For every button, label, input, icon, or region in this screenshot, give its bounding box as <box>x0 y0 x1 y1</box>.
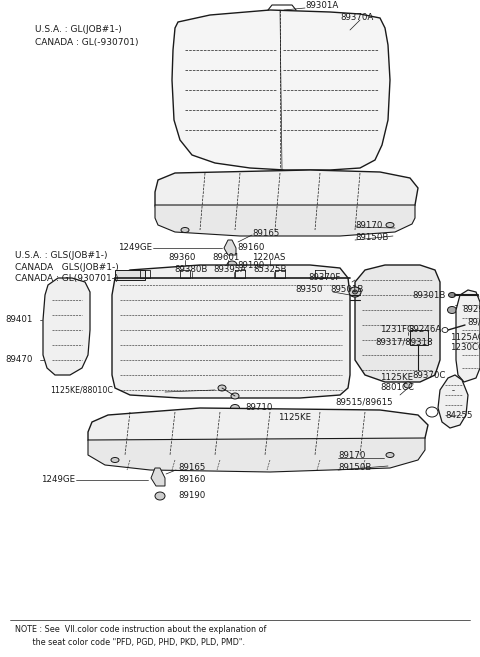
Ellipse shape <box>181 227 189 233</box>
Ellipse shape <box>111 457 119 463</box>
Polygon shape <box>155 205 415 236</box>
Ellipse shape <box>218 385 226 391</box>
Polygon shape <box>172 10 390 170</box>
Text: 89501B: 89501B <box>330 286 363 294</box>
Text: 1230CC: 1230CC <box>450 344 480 353</box>
Text: 89165: 89165 <box>178 463 205 472</box>
Polygon shape <box>355 265 440 382</box>
Text: 89165: 89165 <box>252 229 279 237</box>
Text: CANADA : GL(-930701): CANADA : GL(-930701) <box>35 37 139 47</box>
Text: 8801CC: 8801CC <box>380 384 414 392</box>
Ellipse shape <box>230 405 240 411</box>
Text: 89470: 89470 <box>5 355 32 365</box>
Text: CANADA : GL(930701-): CANADA : GL(930701-) <box>15 275 119 284</box>
Text: 89395A: 89395A <box>213 265 246 275</box>
Text: the seat color code "PFD, PGD, PHD, PKD, PLD, PMD".: the seat color code "PFD, PGD, PHD, PKD,… <box>15 637 245 646</box>
Ellipse shape <box>386 453 394 457</box>
Polygon shape <box>224 240 236 255</box>
Text: NOTE : See  VII.color code instruction about the explanation of: NOTE : See VII.color code instruction ab… <box>15 625 266 635</box>
Ellipse shape <box>448 292 456 298</box>
Polygon shape <box>88 408 428 460</box>
Text: 1249GE: 1249GE <box>41 476 75 484</box>
Text: 89370A: 89370A <box>340 14 373 22</box>
Ellipse shape <box>155 492 165 500</box>
Text: 89170: 89170 <box>338 451 365 459</box>
Text: 1125KE/88010C: 1125KE/88010C <box>50 386 113 394</box>
Polygon shape <box>155 170 418 232</box>
Text: 89380B: 89380B <box>174 265 207 275</box>
Polygon shape <box>115 270 145 280</box>
Text: 89370C: 89370C <box>412 371 445 380</box>
Text: 1125KE: 1125KE <box>278 413 311 422</box>
Text: 89401: 89401 <box>5 315 32 325</box>
Polygon shape <box>112 265 350 398</box>
Ellipse shape <box>227 261 237 269</box>
Text: 89/80: 89/80 <box>467 317 480 327</box>
Text: 89190: 89190 <box>178 491 205 501</box>
Polygon shape <box>456 290 480 382</box>
Text: 89301A: 89301A <box>305 1 338 9</box>
Text: 89317/89318: 89317/89318 <box>375 338 432 346</box>
Ellipse shape <box>386 223 394 227</box>
Ellipse shape <box>404 382 412 388</box>
Text: 89246A: 89246A <box>408 325 441 334</box>
Ellipse shape <box>447 307 456 313</box>
Text: 1231FG: 1231FG <box>380 325 414 334</box>
Text: 1220AS: 1220AS <box>252 254 286 263</box>
Ellipse shape <box>349 287 361 297</box>
Text: 1125KE: 1125KE <box>380 373 413 382</box>
Text: 89160: 89160 <box>237 244 264 252</box>
Text: 89370F: 89370F <box>308 273 340 283</box>
Text: 1125AC: 1125AC <box>450 334 480 342</box>
Text: 89601: 89601 <box>212 254 240 263</box>
Text: 89150B: 89150B <box>355 233 388 242</box>
Text: 89515/89615: 89515/89615 <box>335 397 393 407</box>
Text: 89350: 89350 <box>295 286 323 294</box>
Text: 89190: 89190 <box>237 260 264 269</box>
Text: 1249GE: 1249GE <box>118 244 152 252</box>
Text: 89297: 89297 <box>462 306 480 315</box>
Text: 89360: 89360 <box>168 254 195 263</box>
Text: 89301B: 89301B <box>412 290 445 300</box>
Text: 89710: 89710 <box>245 403 272 413</box>
Text: 89150B: 89150B <box>338 463 372 472</box>
Text: 89160: 89160 <box>178 476 205 484</box>
Ellipse shape <box>231 393 239 399</box>
Polygon shape <box>88 438 425 472</box>
Polygon shape <box>43 278 90 375</box>
Text: CANADA   GLS(JOB#1-): CANADA GLS(JOB#1-) <box>15 263 119 271</box>
Text: U.S.A. : GL(JOB#1-): U.S.A. : GL(JOB#1-) <box>35 26 122 35</box>
Text: 85325B: 85325B <box>253 265 287 275</box>
Polygon shape <box>151 468 165 486</box>
Ellipse shape <box>352 290 358 294</box>
Text: 89170: 89170 <box>355 221 383 229</box>
Text: 84255: 84255 <box>445 411 472 420</box>
Polygon shape <box>410 330 428 345</box>
Polygon shape <box>438 375 468 428</box>
Text: U.S.A. : GLS(JOB#1-): U.S.A. : GLS(JOB#1-) <box>15 250 108 260</box>
